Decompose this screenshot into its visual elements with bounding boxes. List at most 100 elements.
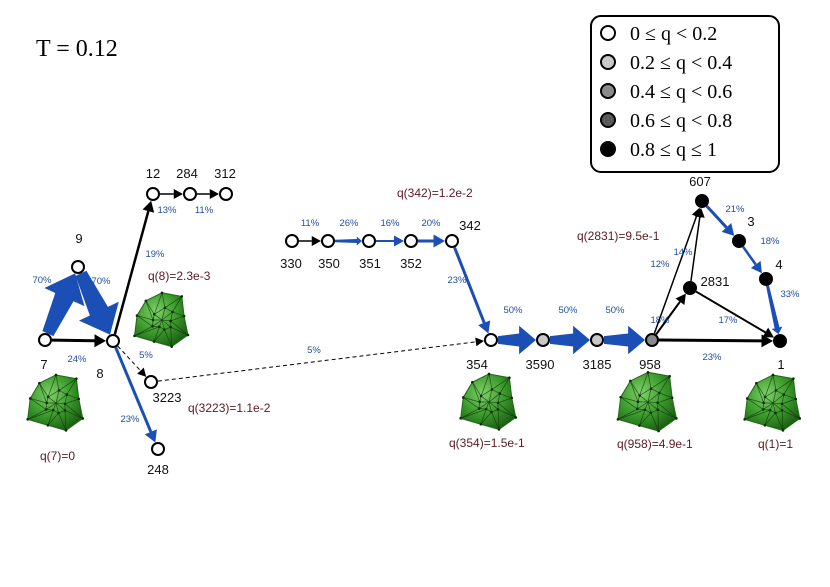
edge-330-350: 11% — [299, 218, 321, 246]
cluster-atom — [762, 401, 765, 405]
edge-percentage: 20% — [421, 218, 441, 229]
edge-8-248: 23% — [114, 346, 157, 443]
committor-label: q(354)=1.5e-1 — [449, 436, 525, 450]
cluster-atom — [63, 402, 67, 406]
edge-arrowhead — [394, 235, 404, 247]
cluster-atom — [186, 333, 190, 337]
node-label-2831: 2831 — [701, 274, 730, 289]
edge-line — [658, 338, 762, 343]
edge-line — [157, 341, 476, 382]
node-label-3590: 3590 — [526, 357, 555, 372]
cluster-atom — [45, 401, 48, 405]
edge-percentage: 14% — [673, 247, 693, 258]
cluster-atom — [38, 381, 41, 385]
edge-4-1: 33% — [766, 285, 800, 335]
edge-line — [113, 210, 150, 335]
cluster-atom — [170, 345, 173, 348]
cluster-atom — [171, 310, 174, 314]
edge-arrowhead — [761, 334, 774, 348]
edge-arrow — [75, 270, 119, 335]
legend-swatch — [600, 25, 616, 41]
committor-label: q(7)=0 — [40, 449, 75, 463]
node-3223 — [144, 375, 158, 389]
cluster-atom — [497, 428, 501, 431]
edge-line — [51, 338, 95, 343]
edge-line — [742, 245, 757, 266]
node-label-284: 284 — [176, 166, 198, 181]
edge-3-4: 18% — [742, 236, 780, 274]
cluster-atom — [182, 314, 186, 318]
legend-item: 0.2 ≤ q < 0.4 — [600, 52, 732, 74]
cluster-atom — [755, 381, 758, 385]
cluster-atom — [745, 397, 749, 400]
cluster-atom — [180, 295, 184, 298]
node-7 — [38, 333, 52, 347]
cluster-atom — [54, 373, 58, 377]
cluster-structure-8 — [133, 291, 190, 348]
cluster-atom — [490, 410, 493, 414]
legend-label: 0.4 ≤ q < 0.6 — [630, 81, 732, 103]
legend-label: 0.6 ≤ q < 0.8 — [630, 110, 732, 132]
edge-percentage: 23% — [120, 414, 140, 425]
committor-label: q(8)=2.3e-3 — [148, 269, 211, 283]
cluster-atom — [638, 424, 641, 427]
node-label-342: 342 — [459, 218, 481, 233]
cluster-atom — [160, 291, 164, 295]
edge-line — [117, 345, 141, 371]
legend-item: 0.8 ≤ q ≤ 1 — [600, 139, 717, 161]
node-3590 — [536, 333, 550, 347]
edge-arrowhead — [433, 234, 445, 248]
edge-arrowhead — [478, 320, 491, 334]
cluster-atom — [169, 319, 172, 323]
cluster-atom — [46, 423, 50, 427]
edge-percentage: 23% — [702, 352, 722, 363]
node-label-352: 352 — [400, 256, 422, 271]
edges: 70% 70% 24% 19% 13% 11% 5% 23% 5% 11% 26% 16% 20% 23%… — [32, 189, 800, 443]
edge-12-284: 13% — [157, 189, 183, 216]
edge-line — [690, 216, 701, 282]
cluster-atom — [743, 418, 746, 421]
cluster-atom — [81, 417, 85, 420]
node-8 — [106, 334, 120, 348]
edge-arrow — [498, 325, 536, 355]
edge-958-1: 23% — [658, 334, 774, 363]
cluster-structure-958 — [616, 370, 678, 433]
node-958 — [645, 333, 659, 347]
node-354 — [484, 333, 498, 347]
edge-percentage: 33% — [780, 289, 800, 300]
edge-7-8: 24% — [51, 334, 107, 365]
edge-7-9: 70% — [32, 273, 85, 337]
edge-9-8: 70% — [75, 270, 119, 335]
cluster-atom — [643, 408, 647, 412]
edge-arrowhead — [142, 200, 155, 213]
edge-352-342: 20% — [418, 218, 445, 248]
cluster-atom — [771, 373, 775, 377]
legend-label: 0 ≤ q < 0.2 — [630, 23, 717, 45]
edge-arrow — [604, 325, 645, 355]
cluster-atom — [163, 328, 166, 331]
edge-2831-607: 14% — [673, 207, 705, 282]
cluster-atom — [798, 417, 802, 420]
edge-percentage: 5% — [139, 350, 153, 361]
cluster-atom — [46, 395, 50, 399]
legend-label: 0.8 ≤ q ≤ 1 — [630, 139, 717, 161]
cluster-atom — [75, 377, 78, 380]
cluster-atom — [774, 411, 777, 415]
cluster-atom — [77, 397, 81, 401]
edge-line — [655, 301, 681, 335]
cluster-atom — [619, 395, 622, 399]
nodes — [38, 187, 787, 456]
cluster-atom — [761, 408, 765, 411]
edge-arrowhead — [209, 189, 219, 199]
edge-percentage: 23% — [447, 275, 467, 286]
edge-percentage: 19% — [145, 249, 165, 260]
node-3185 — [590, 333, 604, 347]
cluster-structure-7 — [26, 373, 85, 432]
cluster-atom — [768, 408, 772, 412]
legend-item: 0 ≤ q < 0.2 — [600, 23, 717, 45]
cluster-atom — [163, 306, 167, 310]
cluster-atom — [636, 407, 639, 411]
cluster-atom — [656, 408, 660, 412]
node-label-312: 312 — [214, 166, 236, 181]
